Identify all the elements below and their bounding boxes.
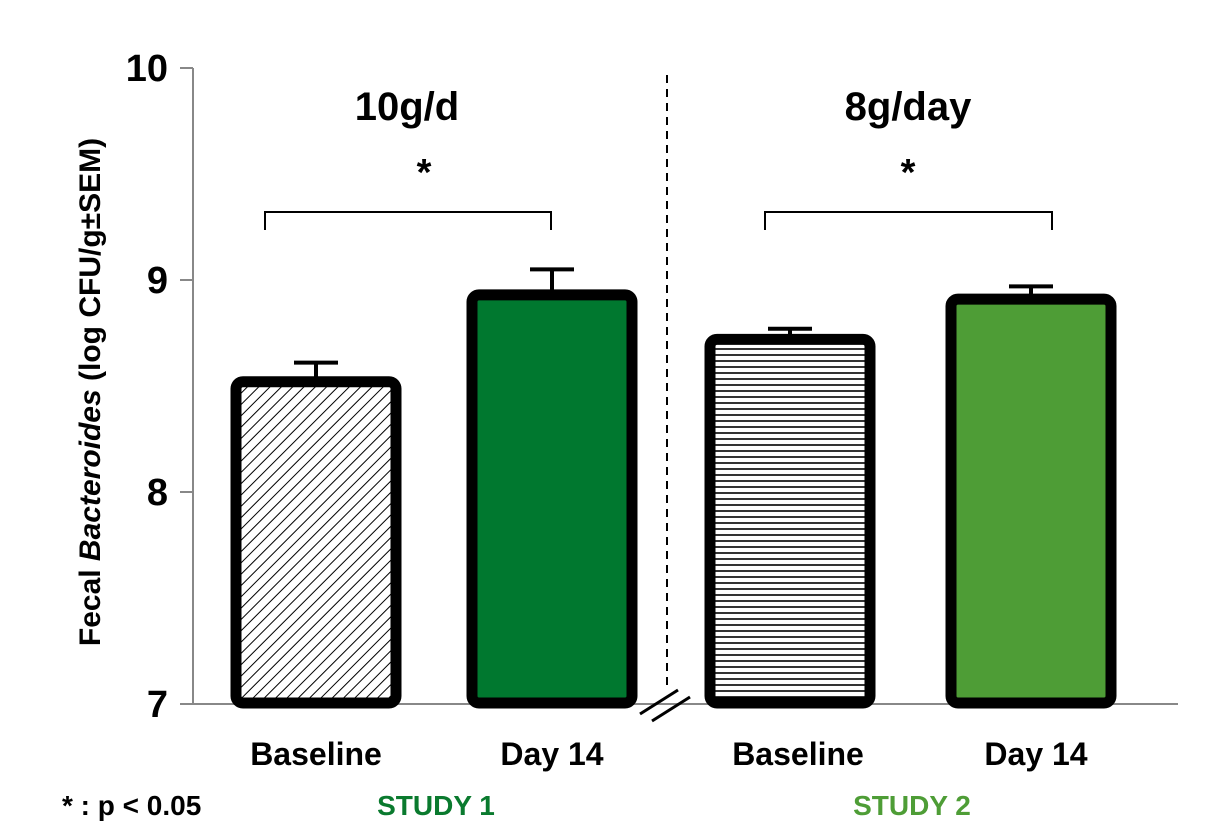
y-tick-label-7: 7 [147,684,168,726]
bar-day-14-2 [945,293,1117,709]
study-label-2: STUDY 2 [853,790,971,821]
significance-bracket-1 [264,211,552,230]
category-label-day14-2: Day 14 [984,736,1087,772]
category-label-baseline-2: Baseline [732,736,864,772]
category-label-day14-1: Day 14 [500,736,603,772]
y-axis-label-prefix: Fecal [74,561,107,646]
bar-baseline-1 [230,376,402,709]
y-tick-label-10: 10 [126,48,168,90]
group-label-2: 8g/day [845,85,972,129]
study-label-1: STUDY 1 [377,790,495,821]
y-tick-label-9: 9 [147,260,168,302]
y-axis-label-suffix: (log CFU/g±SEM) [74,138,107,389]
bar-baseline-2 [704,333,876,709]
group-label-1: 10g/d [355,85,459,129]
bar-day-14-1 [466,289,638,709]
axis-break-mark [639,688,691,723]
y-tick-label-8: 8 [147,472,168,514]
significance-note: * : p < 0.05 [62,790,201,821]
y-axis-label: Fecal Bacteroides (log CFU/g±SEM) [74,138,107,646]
significance-bracket-2 [764,211,1053,230]
significance-star-2: * [901,152,916,194]
significance-star-1: * [417,152,432,194]
category-label-baseline-1: Baseline [250,736,382,772]
y-axis-label-italic: Bacteroides [74,389,107,561]
